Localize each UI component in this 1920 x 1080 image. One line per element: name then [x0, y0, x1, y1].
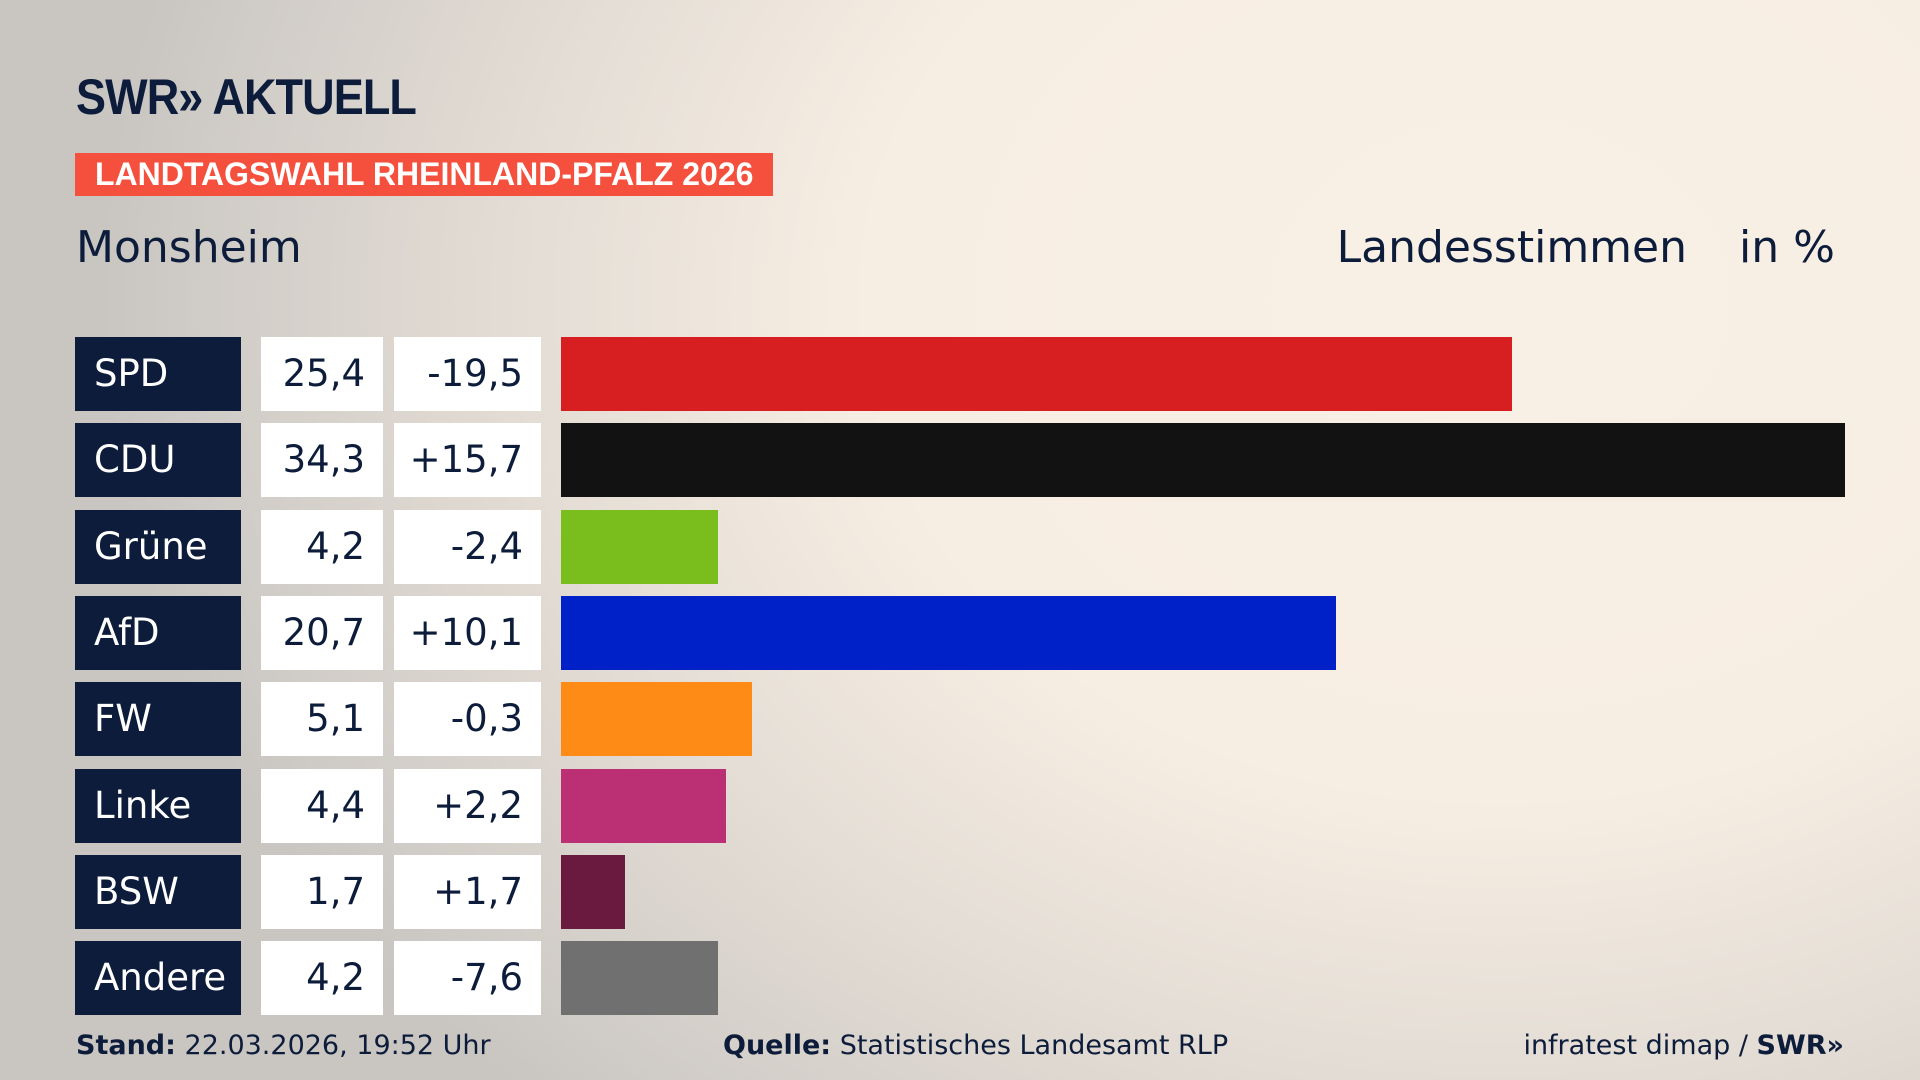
bar-row: Grüne 4,2 -2,4 [0, 509, 1920, 584]
party-label: Linke [75, 768, 241, 843]
election-banner: LANDTAGSWAHL RHEINLAND-PFALZ 2026 [75, 153, 774, 196]
diff-label: -7,6 [394, 941, 541, 1016]
bar-linke [561, 768, 726, 843]
source-info: Quelle: Statistisches Landesamt RLP [723, 1030, 1228, 1061]
credit: infratest dimap / SWR» [1523, 1030, 1844, 1061]
bar-grüne [561, 509, 719, 584]
value-label: 4,2 [261, 941, 383, 1016]
value-label: 4,4 [261, 768, 383, 843]
bar-row: Andere 4,2 -7,6 [0, 941, 1920, 1016]
stand-label: Stand: [76, 1030, 176, 1061]
diff-label: +10,1 [394, 595, 541, 670]
party-label: Andere [75, 941, 241, 1016]
bar-row: AfD 20,7 +10,1 [0, 595, 1920, 670]
diff-label: +15,7 [394, 423, 541, 498]
diff-label: -19,5 [394, 337, 541, 411]
party-label: BSW [75, 854, 241, 929]
vote-type-label: Landesstimmen [1336, 222, 1687, 273]
value-label: 20,7 [261, 595, 383, 670]
value-label: 4,2 [261, 509, 383, 584]
diff-label: +2,2 [394, 768, 541, 843]
swr-aktuell-logo: SWR» AKTUELL [76, 69, 417, 125]
source-label: Quelle: [723, 1030, 832, 1061]
bar-row: CDU 34,3 +15,7 [0, 423, 1920, 498]
value-label: 5,1 [261, 682, 383, 757]
bar-cdu [561, 423, 1845, 498]
bar-row: BSW 1,7 +1,7 [0, 854, 1920, 929]
party-label: CDU [75, 423, 241, 498]
bar-row: SPD 25,4 -19,5 [0, 337, 1920, 411]
bar-bsw [561, 854, 625, 929]
bar-afd [561, 595, 1336, 670]
bar-andere [561, 941, 719, 1016]
credit-text: infratest dimap / [1523, 1030, 1757, 1061]
party-label: SPD [75, 337, 241, 411]
stand-value: 22.03.2026, 19:52 Uhr [184, 1030, 491, 1061]
bar-row: FW 5,1 -0,3 [0, 682, 1920, 757]
value-label: 25,4 [261, 337, 383, 411]
swr-logo: SWR» [1756, 1030, 1844, 1061]
bar-spd [561, 337, 1512, 411]
region-title: Monsheim [76, 222, 302, 273]
unit-label: in % [1739, 222, 1835, 273]
diff-label: -0,3 [394, 682, 541, 757]
source-value: Statistisches Landesamt RLP [839, 1030, 1229, 1061]
bar-fw [561, 682, 752, 757]
value-label: 34,3 [261, 423, 383, 498]
stand-info: Stand: 22.03.2026, 19:52 Uhr [76, 1030, 491, 1061]
diff-label: -2,4 [394, 509, 541, 584]
party-label: Grüne [75, 509, 241, 584]
party-label: FW [75, 682, 241, 757]
party-label: AfD [75, 595, 241, 670]
bar-row: Linke 4,4 +2,2 [0, 768, 1920, 843]
value-label: 1,7 [261, 854, 383, 929]
diff-label: +1,7 [394, 854, 541, 929]
